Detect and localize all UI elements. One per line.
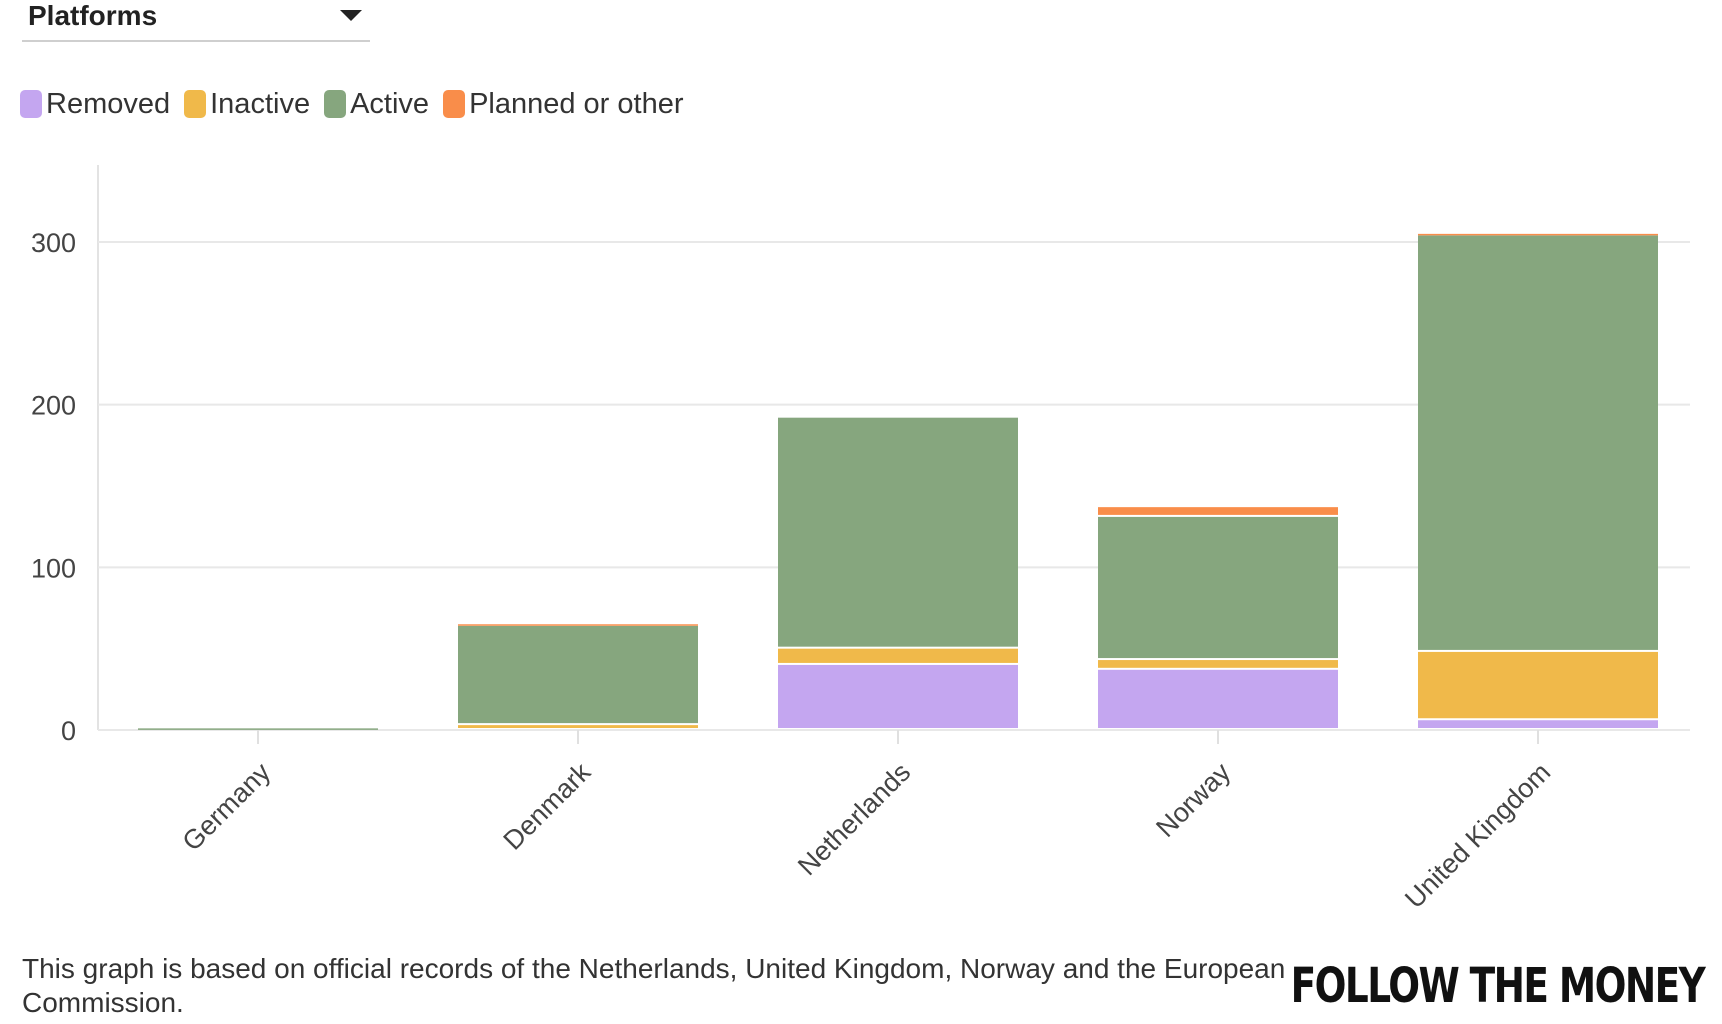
y-tick-label: 300 [31, 228, 76, 258]
x-tick-label: United Kingdom [1399, 757, 1556, 914]
legend-item-inactive[interactable]: Inactive [184, 88, 310, 121]
bar-removed [778, 664, 1018, 728]
legend-swatch-active [324, 90, 347, 118]
bar-active [138, 728, 378, 730]
legend-item-removed[interactable]: Removed [20, 88, 170, 121]
x-tick-label: Netherlands [792, 757, 916, 881]
bar-planned-or-other [1098, 507, 1338, 515]
bar-active [458, 625, 698, 724]
legend-label-planned-or-other: Planned or other [469, 87, 684, 120]
x-tick-label: Norway [1150, 757, 1236, 843]
legend-label-inactive: Inactive [210, 87, 311, 120]
legend-item-planned-or-other[interactable]: Planned or other [443, 87, 684, 121]
bar-active [1418, 235, 1658, 650]
x-tick-label: Germany [177, 757, 277, 857]
x-tick-label: Denmark [498, 757, 597, 856]
legend-item-active[interactable]: Active [324, 88, 429, 121]
bar-active [778, 417, 1018, 647]
platforms-dropdown[interactable]: Platforms [22, 0, 370, 42]
bar-planned-or-other [1418, 233, 1658, 236]
y-tick-label: 200 [31, 391, 76, 421]
legend-swatch-planned-or-other [443, 90, 466, 118]
bar-removed [1418, 720, 1658, 728]
chart-legend: Removed Inactive Active Planned or other [20, 86, 698, 122]
chevron-down-icon[interactable] [340, 10, 362, 21]
bar-inactive [778, 648, 1018, 663]
y-tick-label: 100 [31, 553, 76, 583]
bar-inactive [1418, 651, 1658, 719]
legend-swatch-inactive [184, 90, 207, 118]
chart-footnote: This graph is based on official records … [22, 953, 1286, 1018]
y-tick-label: 0 [61, 716, 76, 746]
brand-logo: FOLLOW THE MONEY [1290, 958, 1705, 1014]
legend-label-removed: Removed [46, 87, 171, 120]
bar-planned-or-other [458, 624, 698, 626]
stacked-bar-chart: 0 100 200 300 Germany Denmark Netherlands Norwa… [31, 165, 1690, 914]
dropdown-label: Platforms [28, 0, 158, 31]
legend-label-active: Active [350, 87, 430, 120]
bar-removed [1098, 669, 1338, 728]
bar-active [1098, 516, 1338, 659]
legend-swatch-removed [20, 90, 42, 118]
bar-inactive [1098, 660, 1338, 668]
bar-inactive [458, 725, 698, 728]
